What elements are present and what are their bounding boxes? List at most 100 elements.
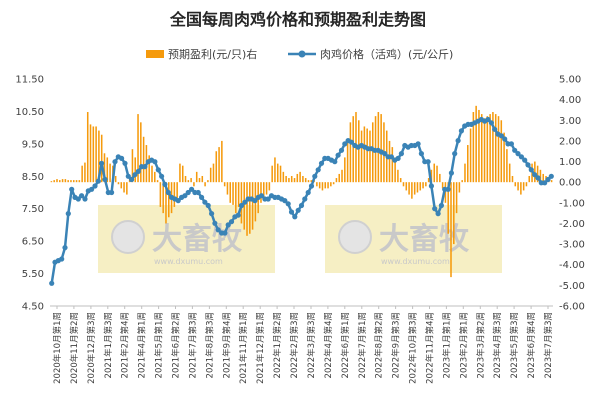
price-point (205, 202, 211, 209)
profit-bar (162, 182, 164, 214)
price-point (142, 164, 148, 170)
profit-bar (316, 182, 318, 187)
price-point (202, 199, 208, 205)
y-right-tick-label: -4.00 (559, 260, 585, 271)
profit-bar (522, 182, 525, 191)
y-left-tick-label: 9.50 (22, 139, 44, 150)
price-point (485, 116, 491, 123)
profit-bar (399, 178, 402, 183)
price-point (295, 207, 301, 213)
y-right-tick-label: -5.00 (559, 281, 585, 292)
profit-bar (338, 173, 340, 183)
x-tick-label: 2020年11月第2周 (69, 312, 80, 384)
price-point (159, 173, 165, 179)
price-point (512, 147, 518, 153)
price-point (195, 189, 201, 196)
price-point (292, 214, 298, 220)
y-right-tick-label: 0.00 (559, 178, 581, 189)
profit-bar (201, 175, 204, 183)
price-point (79, 193, 85, 199)
profit-bar (151, 165, 153, 183)
profit-bar (142, 136, 145, 183)
profit-bar (59, 180, 61, 183)
price-point (258, 193, 265, 199)
profit-bar (181, 165, 184, 183)
profit-bar (433, 163, 436, 183)
legend-profit-label: 预期盈利(元/只)右 (168, 47, 257, 61)
profit-bar (450, 182, 452, 278)
profit-bar (78, 180, 81, 183)
profit-bar (243, 182, 245, 230)
axes: 4.50 5.50 6.50 7.50 8.50 9.50 10.50 11.50 -6.00 -… (15, 75, 585, 384)
profit-bar (461, 180, 463, 183)
y-right-tick-label: -2.00 (559, 219, 585, 230)
profit-bar (193, 182, 195, 187)
watermark-right: 大畜牧 www.dxumu.com (325, 205, 502, 273)
profit-bar (268, 182, 271, 191)
x-tick-label: 2022年11月第4周 (425, 312, 436, 384)
price-point (62, 245, 68, 251)
price-point (332, 159, 338, 165)
price-point (488, 120, 494, 126)
x-tick-label: 2022年1月第2周 (272, 312, 283, 378)
profit-bar (302, 175, 304, 183)
price-point (189, 186, 195, 192)
profit-bar (70, 180, 72, 183)
y-right-tick-label: 3.00 (559, 116, 581, 127)
profit-bar (232, 182, 234, 205)
price-point (338, 147, 345, 153)
profit-bar (413, 182, 416, 195)
price-line-series (49, 116, 554, 286)
profit-bar (249, 182, 251, 234)
profit-bar (469, 128, 472, 183)
price-point (535, 175, 541, 181)
price-point (542, 180, 548, 186)
profit-bar (453, 182, 455, 245)
profit-bar (478, 109, 480, 183)
price-point (182, 193, 188, 199)
y-right-tick-label: 4.00 (559, 95, 581, 106)
price-point (69, 186, 75, 192)
price-point (122, 160, 128, 166)
price-point (458, 128, 464, 134)
profit-bar (377, 112, 380, 183)
price-point (522, 157, 528, 163)
y-left-tick-label: 11.50 (15, 75, 44, 86)
profit-bar (455, 182, 458, 214)
price-point (318, 160, 325, 166)
profit-bar (508, 163, 511, 183)
profit-bar (173, 182, 176, 207)
profit-bar (346, 140, 349, 183)
price-point (312, 173, 318, 179)
profit-bar (394, 157, 396, 183)
price-point (498, 133, 504, 139)
profit-bar (492, 112, 494, 183)
profit-bar (290, 175, 293, 183)
price-point (545, 176, 551, 183)
price-point (235, 212, 241, 218)
x-tick-label: 2022年3月第3周 (306, 312, 317, 378)
profit-bar (50, 181, 53, 183)
price-point (395, 155, 401, 161)
price-point (528, 167, 534, 173)
profit-bar (464, 163, 466, 183)
x-tick-label: 2022年7月第1周 (357, 312, 368, 378)
price-point (492, 126, 498, 132)
price-point (298, 202, 305, 209)
price-point (382, 151, 388, 157)
price-point (342, 141, 348, 147)
watermark-brand: 大畜牧 (379, 222, 470, 257)
price-point (225, 222, 231, 228)
profit-bar (304, 178, 307, 183)
y-left-tick-label: 4.50 (22, 302, 44, 313)
profit-bar (92, 126, 95, 183)
price-point (452, 151, 458, 157)
profit-bar (330, 182, 332, 187)
price-point (89, 186, 95, 192)
price-point (348, 139, 355, 145)
profit-bar (371, 122, 374, 183)
profit-bar (95, 126, 97, 183)
profit-bar (168, 182, 170, 218)
x-tick-label: 2021年4月第1周 (137, 312, 148, 378)
x-tick-label: 2021年1月第3周 (103, 312, 114, 378)
